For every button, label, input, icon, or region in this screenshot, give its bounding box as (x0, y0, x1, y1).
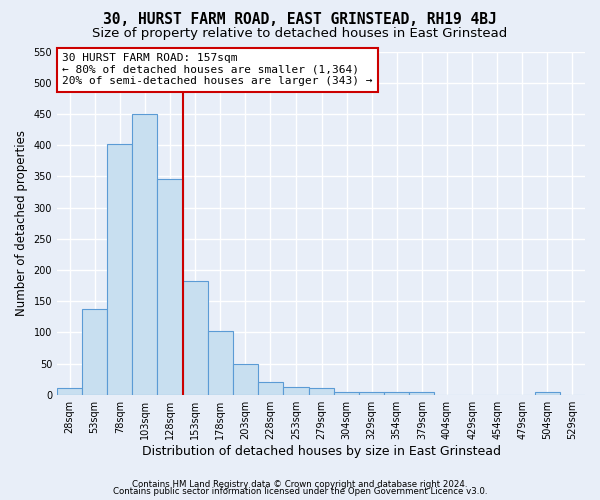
Bar (82, 309, 107, 394)
Bar (409, 392, 434, 394)
Bar (233, 364, 258, 394)
Bar (57, 388, 82, 394)
Bar (384, 392, 409, 394)
Text: 30, HURST FARM ROAD, EAST GRINSTEAD, RH19 4BJ: 30, HURST FARM ROAD, EAST GRINSTEAD, RH1… (103, 12, 497, 28)
Bar (157, 180, 182, 394)
Bar (334, 392, 359, 394)
Bar (283, 386, 309, 394)
Text: Size of property relative to detached houses in East Grinstead: Size of property relative to detached ho… (92, 28, 508, 40)
Bar (182, 281, 208, 394)
Bar (133, 114, 157, 394)
Bar (535, 392, 560, 394)
Text: 30 HURST FARM ROAD: 157sqm
← 80% of detached houses are smaller (1,364)
20% of s: 30 HURST FARM ROAD: 157sqm ← 80% of deta… (62, 53, 373, 86)
X-axis label: Distribution of detached houses by size in East Grinstead: Distribution of detached houses by size … (142, 444, 500, 458)
Bar (309, 388, 334, 394)
Bar (258, 382, 283, 394)
Bar (208, 331, 233, 394)
Y-axis label: Number of detached properties: Number of detached properties (15, 130, 28, 316)
Text: Contains public sector information licensed under the Open Government Licence v3: Contains public sector information licen… (113, 487, 487, 496)
Bar (107, 144, 133, 395)
Text: Contains HM Land Registry data © Crown copyright and database right 2024.: Contains HM Land Registry data © Crown c… (132, 480, 468, 489)
Bar (359, 392, 384, 394)
